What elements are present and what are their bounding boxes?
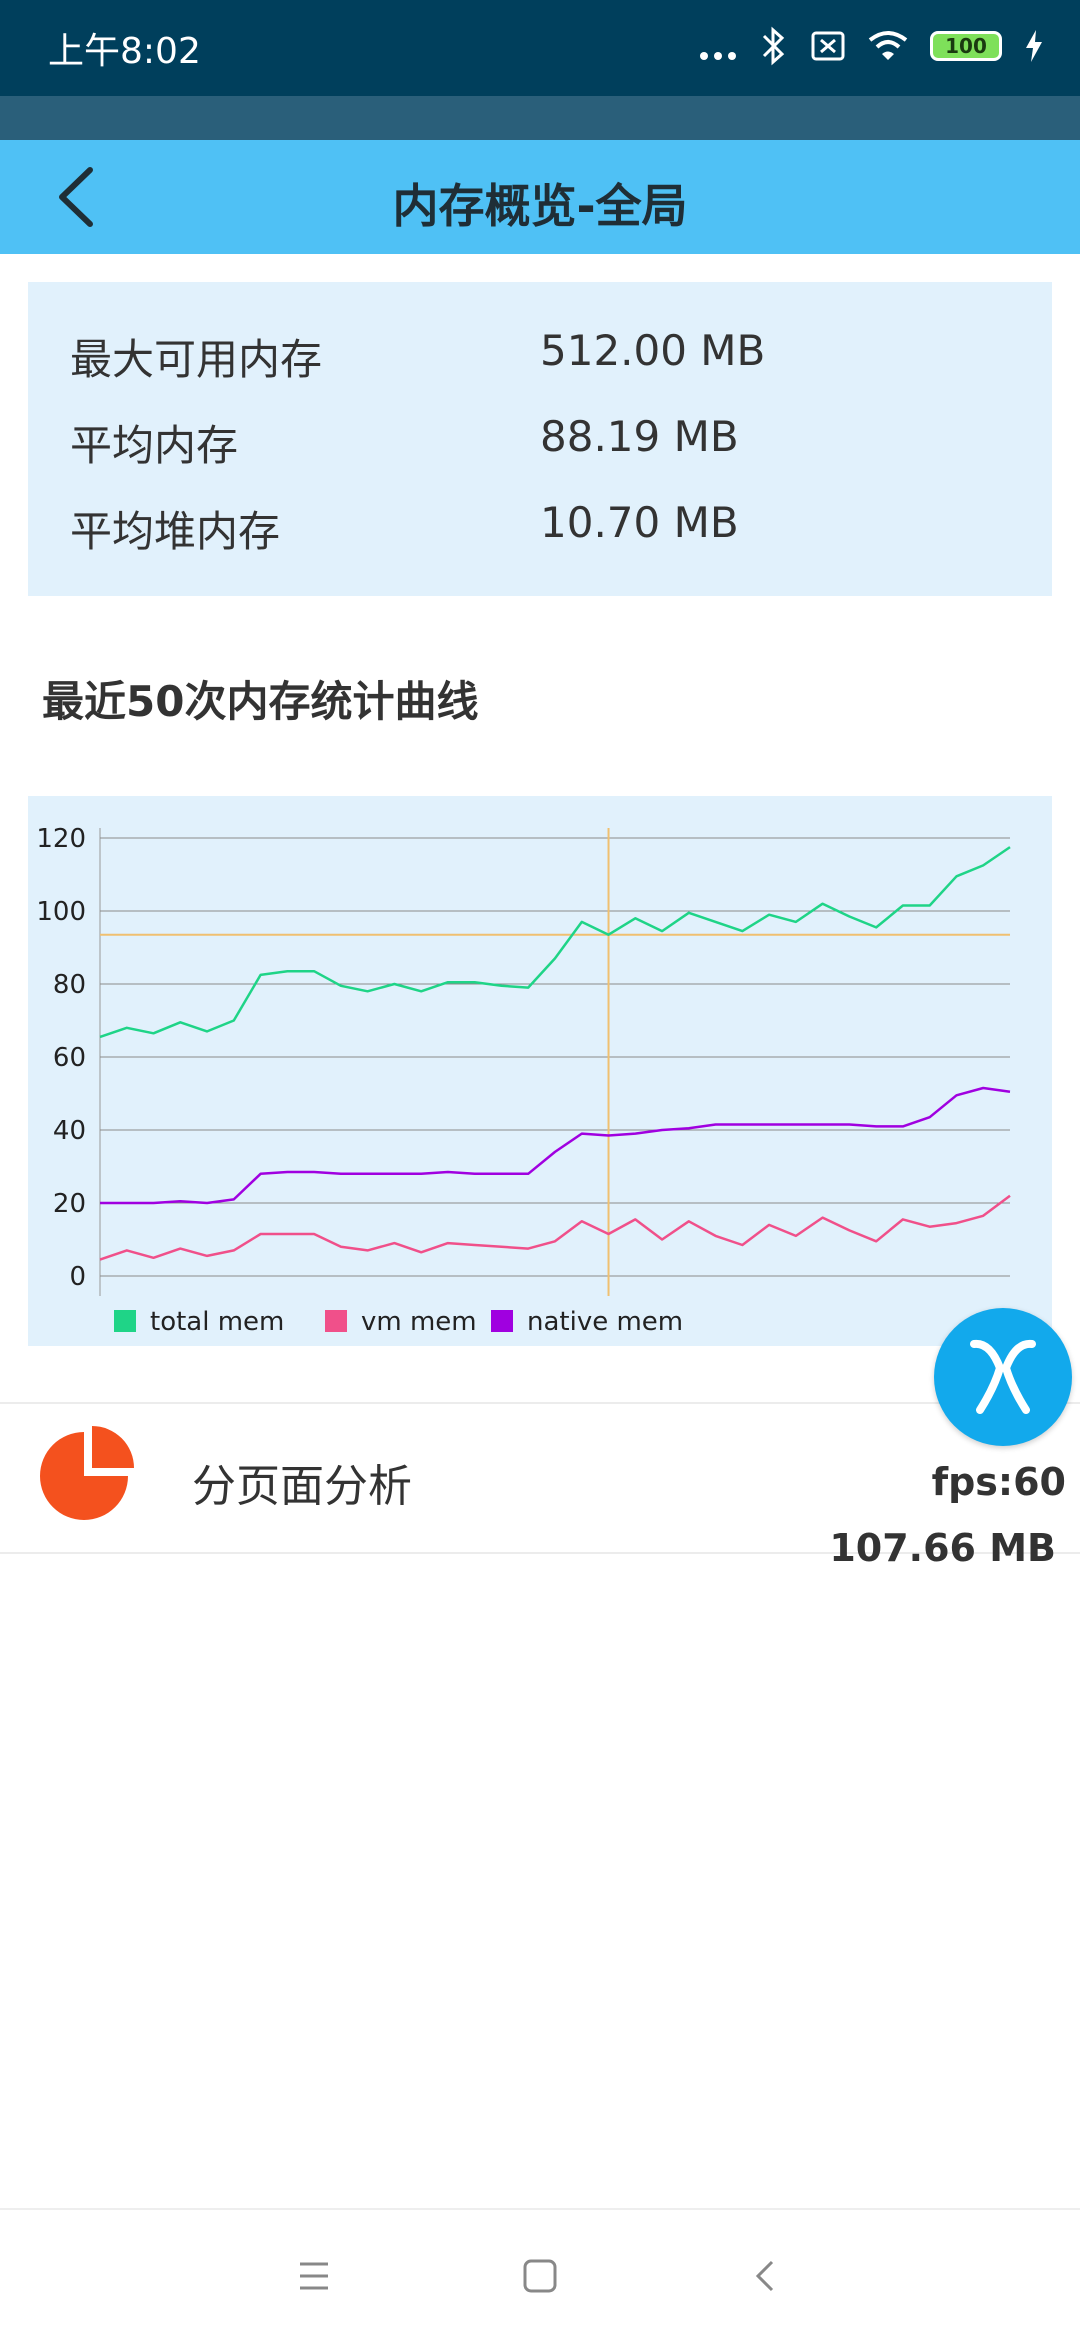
status-time: 上午8:02 <box>48 31 201 72</box>
legend-swatch-total-mem <box>114 1310 136 1332</box>
app-bar: 内存概览-全局 <box>0 140 1080 254</box>
series-line-vm-mem <box>99 1194 1011 1261</box>
y-tick-label-40: 40 <box>53 1116 86 1146</box>
menu-icon[interactable] <box>282 2244 346 2308</box>
series-line-total-mem <box>99 846 1011 1039</box>
y-tick-label-120: 120 <box>36 824 86 854</box>
series-line-native-mem <box>100 1086 1011 1205</box>
memory-summary-card: 最大可用内存 512.00 MB 平均内存 88.19 MB 平均堆内存 10.… <box>28 282 1052 596</box>
y-tick-label-60: 60 <box>53 1043 86 1073</box>
memory-readout: 107.66 MB <box>829 1526 1056 1570</box>
legend-label-native-mem: native mem <box>527 1307 683 1337</box>
sub-bar <box>0 96 1080 140</box>
y-tick-label-80: 80 <box>53 970 86 1000</box>
summary-value-max: 512.00 MB <box>540 326 766 375</box>
fps-readout: fps:60 <box>931 1460 1066 1504</box>
chart-section-title: 最近50次内存统计曲线 <box>42 677 479 726</box>
more-dots-icon <box>700 52 736 60</box>
battery-level: 100 <box>945 34 987 58</box>
charging-icon <box>1026 30 1042 62</box>
summary-label-avg: 平均内存 <box>70 421 239 470</box>
list-item-label: 分页面分析 <box>192 1461 412 1512</box>
legend-label-vm-mem: vm mem <box>361 1307 477 1337</box>
list-item-page-analysis[interactable]: 分页面分析 <box>0 1404 1080 1552</box>
battery-icon: 100 <box>930 31 1002 61</box>
summary-value-avg: 88.19 MB <box>540 412 739 461</box>
pie-chart-icon <box>40 1426 134 1520</box>
status-icons: 100 <box>698 26 1044 66</box>
floating-monitor-button[interactable] <box>934 1308 1072 1446</box>
wifi-icon <box>868 31 908 60</box>
navigation-bar <box>0 2208 1080 2342</box>
bluetooth-icon <box>762 26 785 66</box>
y-tick-label-0: 0 <box>69 1262 86 1292</box>
sim-off-icon <box>811 31 845 61</box>
summary-label-max: 最大可用内存 <box>70 335 323 384</box>
legend-label-total-mem: total mem <box>150 1307 284 1337</box>
chart-canvas[interactable]: 0 20 40 60 80 100 120 total mem vm mem native mem <box>28 796 1052 1346</box>
summary-value-heap: 10.70 MB <box>540 498 739 547</box>
legend-swatch-native-mem <box>491 1310 513 1332</box>
back-icon[interactable] <box>734 2244 798 2308</box>
divider-top <box>0 1402 1080 1404</box>
summary-label-heap: 平均堆内存 <box>70 507 281 556</box>
chevron-left-icon[interactable] <box>44 162 114 232</box>
page-title: 内存概览-全局 <box>392 179 688 233</box>
status-bar: 上午8:02 100 <box>0 0 1080 96</box>
memory-line-chart[interactable]: 0 20 40 60 80 100 120 total mem vm mem native mem <box>28 796 1052 1346</box>
y-tick-label-20: 20 <box>53 1189 86 1219</box>
legend-swatch-vm-mem <box>325 1310 347 1332</box>
divider-bottom <box>0 1552 1080 1554</box>
home-icon[interactable] <box>508 2244 572 2308</box>
monitor-logo-icon <box>970 1339 1036 1414</box>
y-tick-label-100: 100 <box>36 897 86 927</box>
